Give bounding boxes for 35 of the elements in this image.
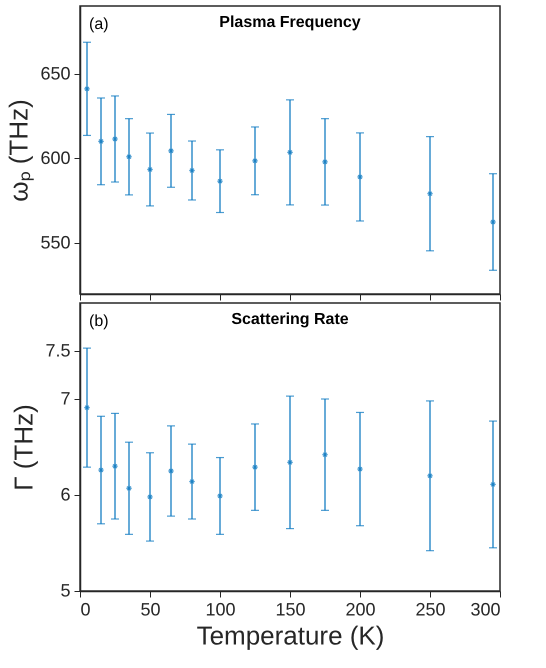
- y-axis-title: ωₚ (THz): [3, 99, 34, 202]
- y-tick-label: 7: [60, 388, 70, 408]
- point: [322, 158, 328, 166]
- point: [216, 178, 224, 185]
- y-axis-title: Γ (THz): [8, 404, 38, 491]
- x-tick-label: 150: [275, 600, 306, 620]
- x-tick-label: 200: [345, 600, 376, 620]
- point: [168, 148, 174, 154]
- point: [146, 166, 154, 173]
- y-tick-label: 7.5: [45, 340, 70, 360]
- point: [112, 136, 118, 142]
- y-tick-label: 550: [40, 232, 70, 253]
- point: [490, 218, 496, 226]
- y-tick-label: 5: [60, 580, 70, 600]
- annotation: (b): [89, 313, 109, 330]
- x-tick-label: 100: [205, 600, 236, 620]
- point: [252, 158, 258, 164]
- point: [126, 153, 132, 160]
- chart-title: Plasma Frequency: [219, 14, 361, 31]
- point: [286, 149, 294, 156]
- point: [356, 174, 364, 180]
- point: [426, 190, 434, 198]
- annotation: (a): [89, 16, 109, 33]
- point: [98, 138, 104, 145]
- x-tick-label: 50: [140, 600, 161, 620]
- chart-title: Scattering Rate: [231, 311, 349, 328]
- point: [84, 86, 90, 92]
- y-tick-label: 6: [60, 484, 70, 504]
- y-tick-label: 650: [40, 63, 70, 84]
- y-tick-label: 600: [40, 148, 70, 168]
- x-tick-label: 300: [470, 600, 500, 620]
- point: [188, 167, 196, 174]
- x-axis-title: Temperature (K): [196, 620, 384, 650]
- x-tick-label: 0: [80, 600, 91, 620]
- x-tick-label: 250: [415, 600, 446, 620]
